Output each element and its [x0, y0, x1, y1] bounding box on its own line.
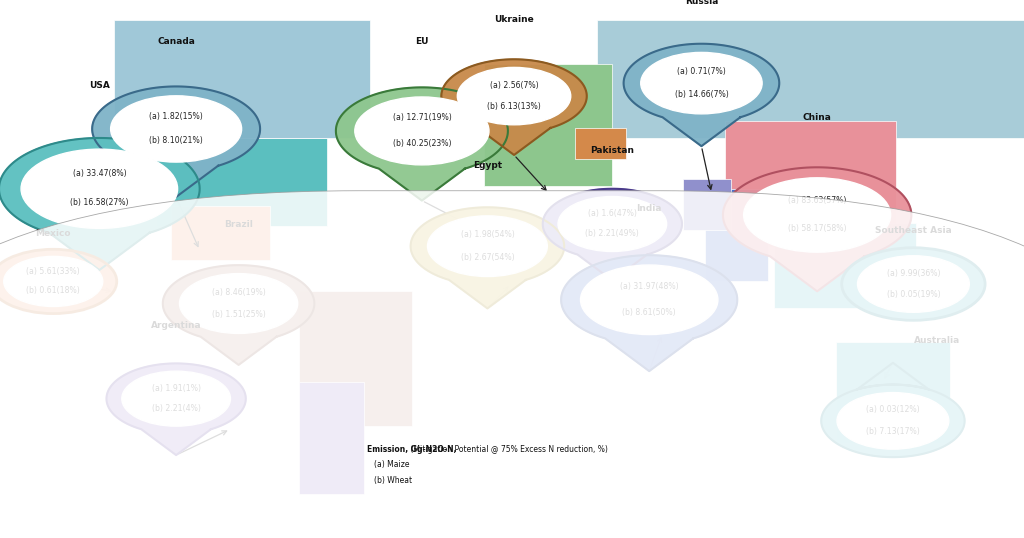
Polygon shape	[106, 364, 246, 455]
Circle shape	[842, 247, 985, 320]
Circle shape	[428, 216, 547, 277]
Circle shape	[558, 196, 667, 251]
Text: Emission, Gg-N2O-N,: Emission, Gg-N2O-N,	[367, 445, 456, 454]
Polygon shape	[561, 255, 737, 371]
Text: (b) 40.25(23%): (b) 40.25(23%)	[392, 139, 452, 147]
Text: (a) 1.91(1%): (a) 1.91(1%)	[152, 384, 201, 393]
Circle shape	[122, 371, 230, 426]
Text: (a) 0.03(12%): (a) 0.03(12%)	[866, 406, 920, 414]
Text: India: India	[637, 204, 662, 213]
Text: (a) 8.46(19%): (a) 8.46(19%)	[212, 287, 265, 296]
Polygon shape	[543, 189, 682, 280]
Polygon shape	[837, 342, 950, 443]
Text: (a) 83.63(57%): (a) 83.63(57%)	[787, 196, 847, 205]
Text: (a) 31.97(48%): (a) 31.97(48%)	[620, 282, 679, 291]
Circle shape	[354, 97, 489, 165]
Polygon shape	[157, 138, 327, 226]
Text: (a) Maize: (a) Maize	[374, 460, 410, 469]
Circle shape	[22, 149, 177, 229]
Text: (b) 0.05(19%): (b) 0.05(19%)	[887, 289, 940, 299]
Text: (a) 9.99(36%): (a) 9.99(36%)	[887, 268, 940, 278]
Text: (b) 1.51(25%): (b) 1.51(25%)	[212, 310, 265, 318]
Polygon shape	[706, 189, 768, 280]
Polygon shape	[92, 87, 260, 197]
Circle shape	[4, 257, 102, 307]
Text: (a) 0.71(7%): (a) 0.71(7%)	[677, 67, 726, 76]
Text: (b) 2.21(4%): (b) 2.21(4%)	[152, 404, 201, 413]
Text: Southeast Asia: Southeast Asia	[876, 226, 951, 235]
Polygon shape	[163, 265, 314, 365]
Text: Argentina: Argentina	[151, 321, 202, 330]
Polygon shape	[624, 44, 779, 146]
Text: (a) 1.98(54%): (a) 1.98(54%)	[461, 230, 514, 239]
Text: (b) 58.17(58%): (b) 58.17(58%)	[787, 224, 847, 233]
Polygon shape	[336, 87, 508, 201]
Text: Pakistan: Pakistan	[591, 146, 634, 155]
Text: (a) 2.56(7%): (a) 2.56(7%)	[489, 81, 539, 89]
Text: (b) 2.21(49%): (b) 2.21(49%)	[586, 229, 639, 238]
Text: Australia: Australia	[914, 336, 961, 345]
Polygon shape	[171, 206, 270, 260]
Polygon shape	[411, 207, 564, 308]
FancyBboxPatch shape	[0, 191, 1024, 538]
Text: Canada: Canada	[158, 37, 195, 46]
Text: (b) 16.58(27%): (b) 16.58(27%)	[70, 199, 129, 208]
Text: (b) Wheat: (b) Wheat	[374, 476, 412, 485]
Circle shape	[0, 249, 117, 314]
Text: Russia: Russia	[685, 0, 718, 6]
Circle shape	[857, 256, 970, 313]
Text: (b) 2.67(54%): (b) 2.67(54%)	[461, 252, 514, 261]
Text: China: China	[803, 113, 831, 122]
Polygon shape	[821, 363, 965, 457]
Text: (b) 8.10(21%): (b) 8.10(21%)	[150, 136, 203, 145]
Polygon shape	[774, 223, 915, 308]
Polygon shape	[725, 121, 896, 246]
Text: (b) 0.61(18%): (b) 0.61(18%)	[27, 286, 80, 295]
Text: Egypt: Egypt	[473, 161, 502, 171]
Text: (b) 7.13(17%): (b) 7.13(17%)	[866, 427, 920, 436]
Polygon shape	[0, 138, 200, 270]
Polygon shape	[299, 291, 413, 426]
Polygon shape	[683, 179, 731, 230]
Text: Brazil: Brazil	[224, 220, 253, 229]
Polygon shape	[583, 199, 617, 233]
Circle shape	[743, 178, 891, 252]
Polygon shape	[114, 20, 370, 138]
Polygon shape	[441, 59, 587, 155]
Text: (a) 5.61(33%): (a) 5.61(33%)	[27, 267, 80, 277]
Polygon shape	[574, 128, 626, 159]
Text: EU: EU	[415, 37, 429, 46]
Text: (b) 6.13(13%): (b) 6.13(13%)	[487, 102, 541, 111]
Text: (b) 14.66(7%): (b) 14.66(7%)	[675, 90, 728, 98]
Circle shape	[179, 274, 298, 334]
Circle shape	[581, 265, 718, 335]
Polygon shape	[597, 20, 1024, 138]
Text: (b) 8.61(50%): (b) 8.61(50%)	[623, 308, 676, 317]
Circle shape	[837, 393, 949, 449]
Text: (Mitigation Potential @ 75% Excess N reduction, %): (Mitigation Potential @ 75% Excess N red…	[408, 445, 608, 454]
Text: (a) 1.6(47%): (a) 1.6(47%)	[588, 209, 637, 218]
Polygon shape	[299, 382, 365, 494]
Polygon shape	[483, 63, 611, 186]
Text: Ukraine: Ukraine	[495, 15, 534, 24]
Circle shape	[641, 52, 762, 114]
Text: (a) 1.82(15%): (a) 1.82(15%)	[150, 112, 203, 121]
Text: (a) 33.47(8%): (a) 33.47(8%)	[73, 169, 126, 178]
Text: USA: USA	[89, 81, 110, 90]
Circle shape	[111, 96, 242, 162]
Text: Mexico: Mexico	[36, 229, 71, 238]
Polygon shape	[723, 167, 911, 291]
Text: (a) 12.71(19%): (a) 12.71(19%)	[392, 114, 452, 122]
Circle shape	[458, 67, 570, 125]
